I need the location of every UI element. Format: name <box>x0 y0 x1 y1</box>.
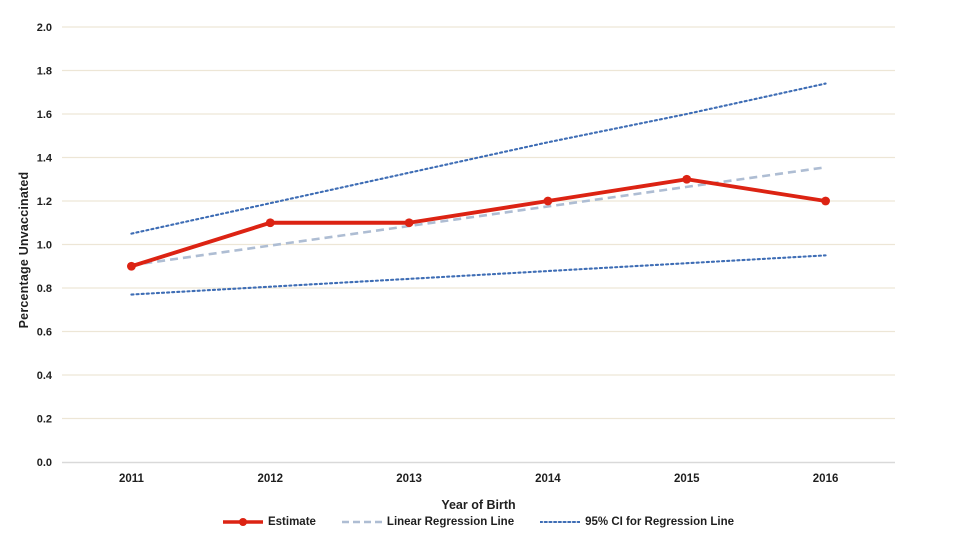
legend: Estimate Linear Regression Line 95% CI f… <box>0 516 957 528</box>
legend-swatch-marker <box>238 518 247 526</box>
legend-item-regression: Linear Regression Line <box>341 516 515 528</box>
x-tick-label: 2012 <box>257 473 283 485</box>
estimate-marker <box>265 218 275 228</box>
estimate-marker <box>404 218 414 228</box>
y-tick-label: 0.4 <box>37 370 53 382</box>
legend-label-estimate: Estimate <box>267 516 316 528</box>
estimate-line <box>129 177 828 269</box>
x-tick-label: 2014 <box>535 473 561 485</box>
y-tick-label: 2.0 <box>37 22 52 34</box>
ci-lower-line <box>130 254 827 296</box>
regression-line <box>131 166 826 267</box>
y-tick-label: 1.0 <box>37 240 52 252</box>
y-tick-label: 1.8 <box>37 66 52 78</box>
x-tick-label: 2016 <box>813 473 839 485</box>
x-tick-label: 2013 <box>396 473 422 485</box>
y-tick-label: 1.2 <box>37 196 52 208</box>
sw-estimate-svg <box>222 518 263 526</box>
sw-ci-svg <box>539 520 582 524</box>
y-tick-label: 0.0 <box>37 457 52 469</box>
legend-item-estimate: Estimate <box>222 516 316 528</box>
estimate-marker <box>682 174 692 184</box>
ci-upper-line <box>130 82 827 235</box>
estimate-marker <box>127 261 136 271</box>
legend-item-ci: 95% CI for Regression Line <box>539 516 735 528</box>
estimate-marker <box>543 196 553 206</box>
legend-label-ci: 95% CI for Regression Line <box>585 516 735 528</box>
ci-line-swatch <box>539 516 582 528</box>
x-tick-label: 2011 <box>119 473 145 485</box>
y-tick-label: 0.6 <box>37 327 52 339</box>
y-tick-label: 0.8 <box>37 283 52 295</box>
estimate-marker <box>821 196 830 206</box>
y-tick-label: 0.2 <box>37 414 52 426</box>
y-tick-label: 1.4 <box>37 153 53 165</box>
sw-regression-svg <box>341 520 382 524</box>
y-axis-title: Percentage Unvaccinated <box>17 171 31 329</box>
x-axis-title: Year of Birth <box>441 498 516 512</box>
estimate-line-swatch <box>222 516 263 528</box>
x-tick-label: 2015 <box>674 473 700 485</box>
legend-label-regression: Linear Regression Line <box>386 516 515 528</box>
regression-line-swatch <box>341 516 382 528</box>
y-tick-label: 1.6 <box>37 109 52 121</box>
